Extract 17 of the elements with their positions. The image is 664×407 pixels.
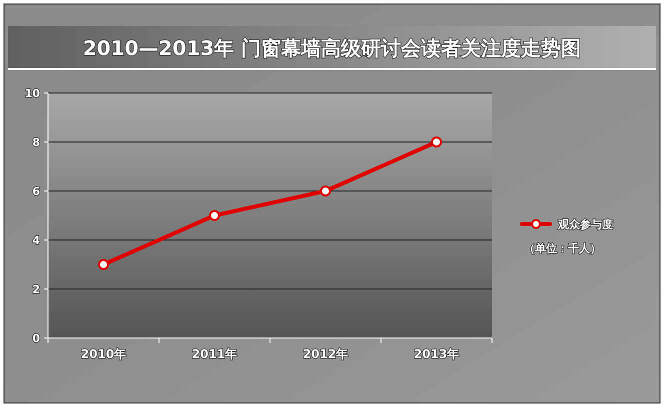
legend-label: 观众参与度 xyxy=(557,218,613,231)
x-tick-label: 2013年 xyxy=(414,347,460,361)
x-tick-label: 2011年 xyxy=(192,347,238,361)
y-tick-label: 8 xyxy=(32,136,40,149)
point xyxy=(320,186,331,196)
x-tick-label: 2012年 xyxy=(302,347,348,361)
point xyxy=(98,259,109,270)
y-tick-label: 10 xyxy=(24,87,40,100)
point xyxy=(431,136,442,148)
text: （单位：千人） xyxy=(524,242,601,255)
y-tick-label: 2 xyxy=(32,283,40,296)
y-tick-label: 6 xyxy=(32,185,40,198)
x-tick-label: 2010年 xyxy=(80,347,126,361)
y-tick-label: 0 xyxy=(32,332,40,345)
point xyxy=(209,210,220,221)
y-tick-label: 4 xyxy=(32,234,40,247)
chart-title: 2010—2013年 门窗幕墙高级研讨会读者关注度走势图 xyxy=(82,36,582,60)
